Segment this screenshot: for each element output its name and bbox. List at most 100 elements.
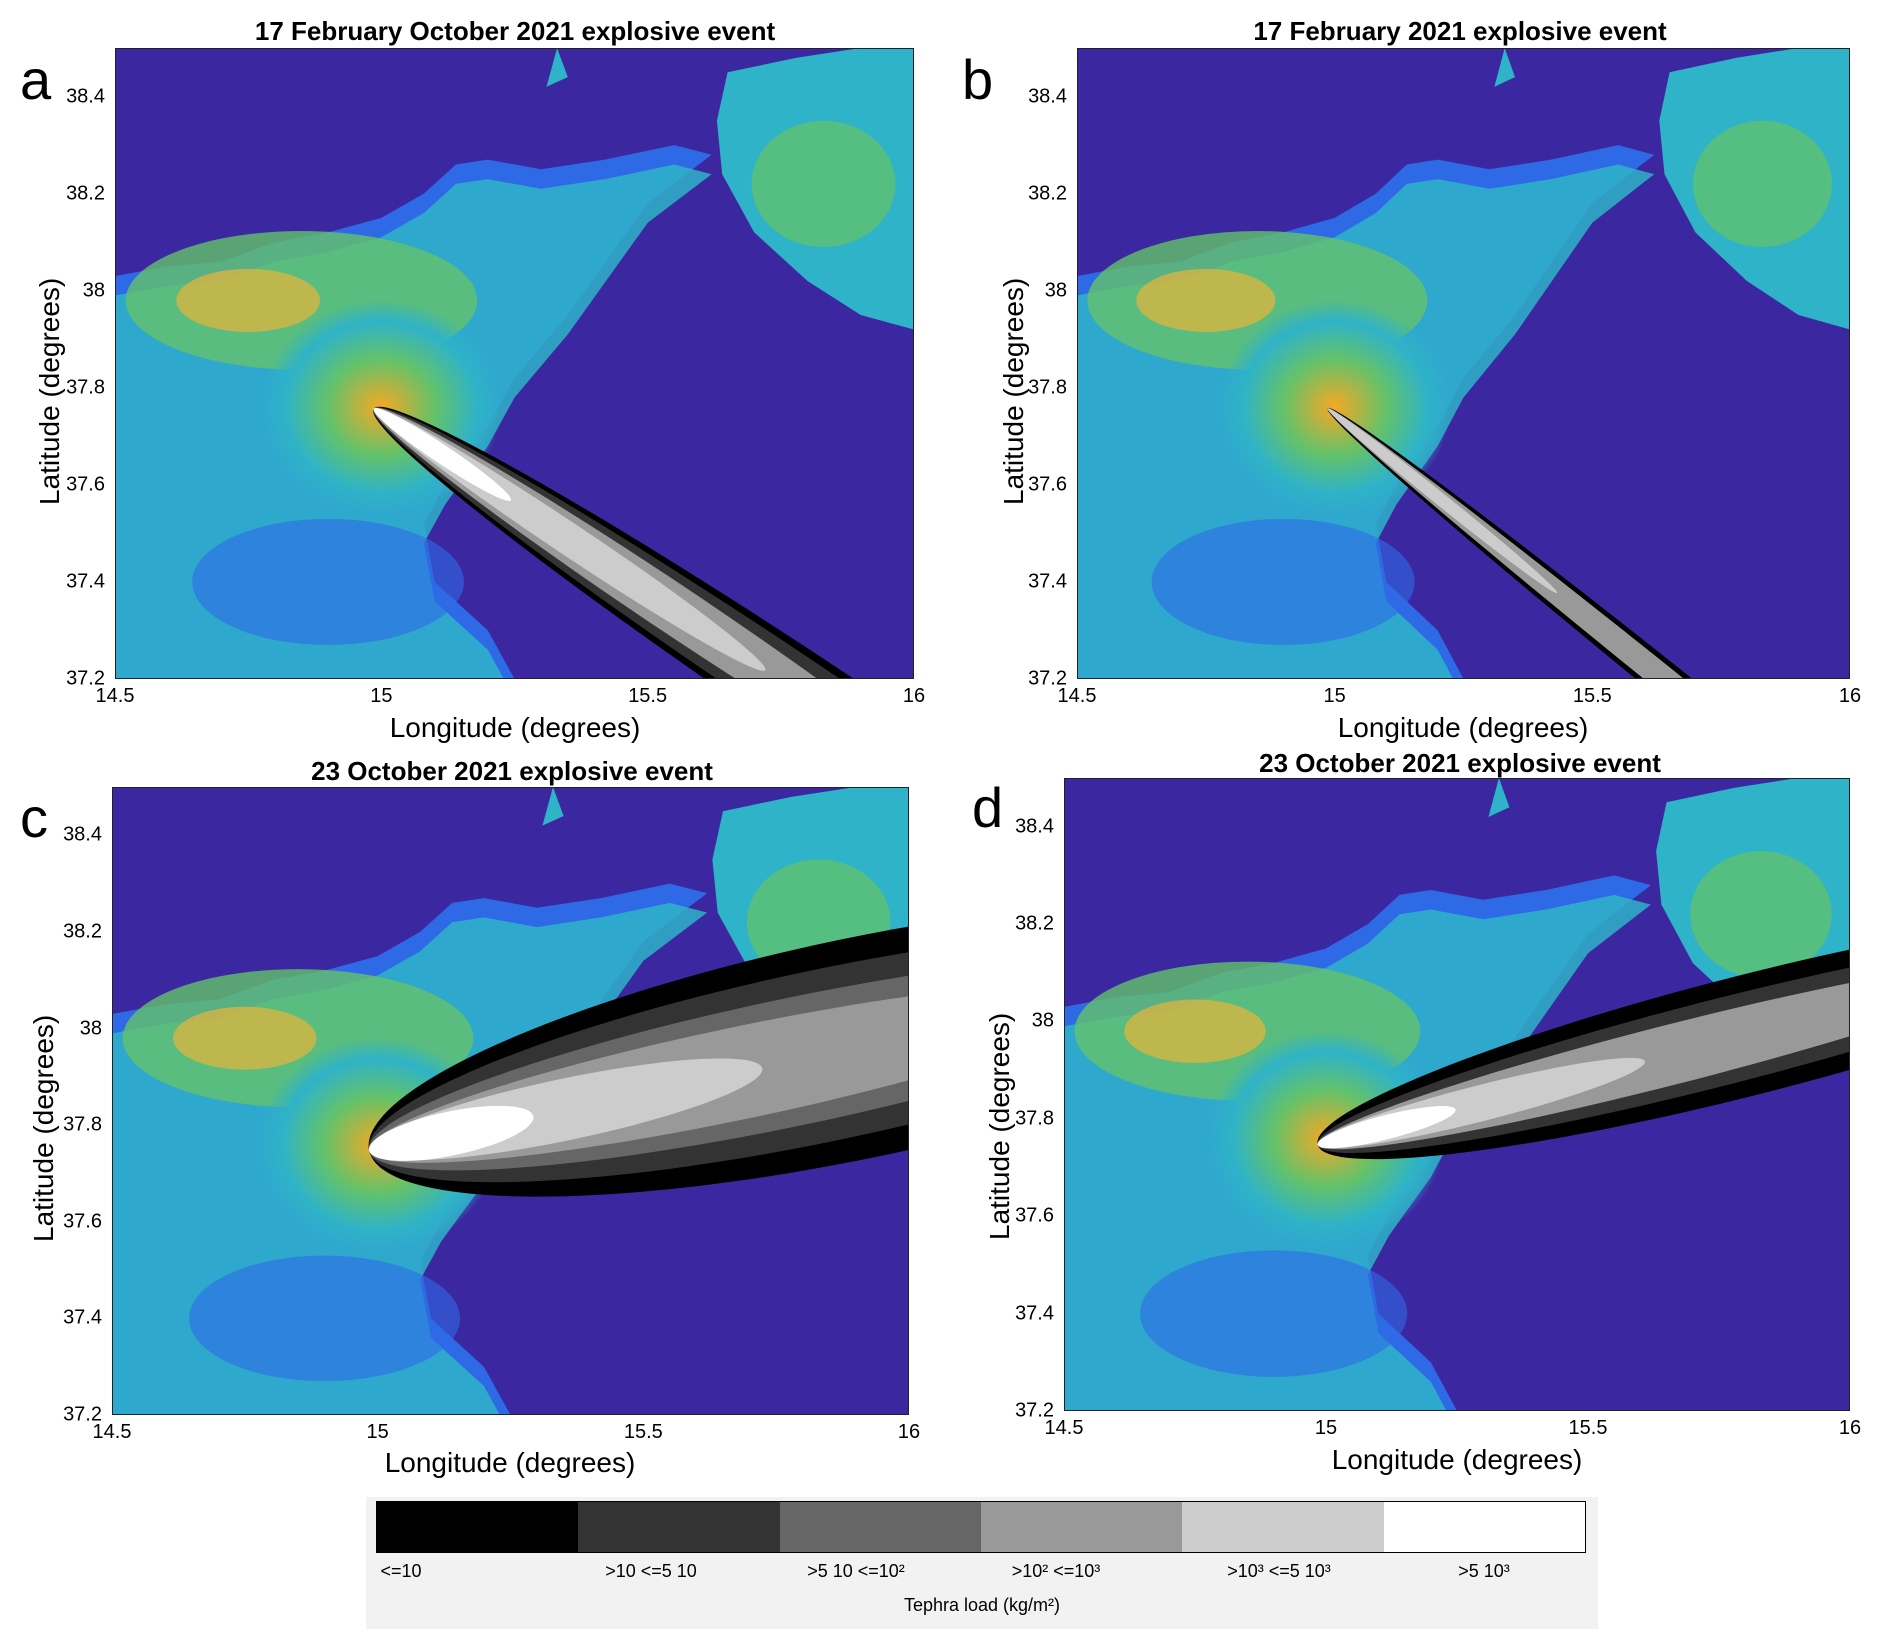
x-tick-label: 15 <box>1323 685 1346 707</box>
ridge-highland <box>1136 268 1276 332</box>
y-tick-label: 37.6 <box>1028 473 1067 496</box>
y-tick-label: 38.4 <box>66 85 105 108</box>
plume-zone-4 <box>1327 408 1558 594</box>
y-tick-label: 38.2 <box>1015 912 1054 935</box>
legend-title: Tephra load (kg/m²) <box>903 1595 1061 1615</box>
panel-title-b: 17 February 2021 explosive event <box>1253 16 1667 46</box>
x-axis-label-d: Longitude (degrees) <box>1331 1444 1583 1475</box>
x-tick-label: 16 <box>897 1421 921 1443</box>
y-tick-label: 37.4 <box>66 570 105 593</box>
island <box>1488 778 1510 817</box>
y-tick-label: 37.2 <box>63 1403 102 1426</box>
ridge-highland <box>176 268 321 332</box>
x-tick-label: 15.5 <box>623 1421 663 1443</box>
island <box>546 48 568 87</box>
axes-frame <box>1077 48 1850 679</box>
y-tick-label: 37.4 <box>1028 570 1067 593</box>
x-tick-label: 16 <box>902 685 926 707</box>
axes-frame <box>1064 778 1850 1411</box>
x-tick-label: 15 <box>366 1421 389 1443</box>
y-tick-label: 38 <box>1031 1009 1054 1032</box>
catania-plain <box>1151 518 1415 646</box>
legend-label-2: >10 <=5 10 <box>605 1561 697 1581</box>
plume-zone-5 <box>1317 1106 1456 1149</box>
x-tick-label: 15.5 <box>1568 1417 1608 1439</box>
x-tick-label: 15.5 <box>628 685 668 707</box>
x-tick-label: 14.5 <box>95 685 135 707</box>
x-tick-label: 16 <box>1838 1417 1862 1439</box>
panel-letter-b: b <box>962 48 994 111</box>
legend-swatch-2 <box>578 1502 780 1552</box>
x-axis-label-a: Longitude (degrees) <box>389 712 641 743</box>
legend-colorbar <box>376 1501 1586 1553</box>
legend-label-6: >5 10³ <box>1458 1561 1510 1581</box>
legend-swatch-5 <box>1182 1502 1384 1552</box>
legend-swatch-1 <box>377 1502 579 1552</box>
tephra-plume <box>1317 910 1850 1160</box>
x-tick-label: 15 <box>370 685 393 707</box>
legend-label-5: >10³ <=5 10³ <box>1227 1561 1331 1581</box>
catania-plain <box>1139 1250 1408 1377</box>
panel-title-c: 23 October 2021 explosive event <box>311 756 713 786</box>
legend-swatch-4 <box>980 1502 1183 1552</box>
y-tick-label: 37.6 <box>66 473 105 496</box>
y-tick-label: 37.4 <box>63 1306 102 1329</box>
y-tick-label: 37.2 <box>66 667 105 690</box>
x-tick-label: 15.5 <box>1572 685 1612 707</box>
y-tick-label: 37.2 <box>1028 667 1067 690</box>
axes-frame <box>112 787 909 1415</box>
x-tick-label: 14.5 <box>92 1421 132 1443</box>
y-tick-label: 37.6 <box>1015 1204 1054 1227</box>
map-b <box>1077 48 1850 679</box>
aspromonte-hills <box>1692 120 1832 248</box>
tephra-legend: <=10 >10 <=5 10 >5 10 <=10² >10² <=10³ >… <box>366 1497 1598 1629</box>
tephra-plume <box>1327 407 1850 679</box>
x-tick-label: 14.5 <box>1057 685 1097 707</box>
y-tick-label: 37.8 <box>66 376 105 399</box>
plume-zone-5 <box>373 408 512 501</box>
panel-letter-a: a <box>20 48 52 111</box>
legend-swatch-6 <box>1383 1502 1585 1552</box>
y-tick-label: 38.4 <box>63 823 102 846</box>
panel-title-a: 17 February October 2021 explosive event <box>254 16 776 46</box>
y-tick-label: 37.8 <box>63 1113 102 1136</box>
panel-letter-d: d <box>972 776 1004 839</box>
y-tick-label: 37.6 <box>63 1210 102 1233</box>
y-tick-label: 37.8 <box>1028 376 1067 399</box>
x-tick-label: 14.5 <box>1044 1417 1084 1439</box>
x-tick-label: 16 <box>1838 685 1862 707</box>
x-axis-label-b: Longitude (degrees) <box>1337 712 1589 743</box>
legend-label-3: >5 10 <=10² <box>807 1561 905 1581</box>
y-tick-label: 38 <box>82 279 105 302</box>
ridge-highland <box>173 1006 317 1070</box>
y-tick-label: 38 <box>1044 279 1067 302</box>
map-d <box>1064 778 1850 1411</box>
legend-swatch-3 <box>779 1502 981 1552</box>
tephra-plume <box>373 406 914 679</box>
plume-zone-5 <box>369 1105 534 1161</box>
tephra-plume <box>368 898 909 1197</box>
y-tick-label: 38.2 <box>1028 182 1067 205</box>
y-tick-label: 38.2 <box>66 182 105 205</box>
y-tick-label: 37.8 <box>1015 1107 1054 1130</box>
y-tick-label: 38 <box>79 1017 102 1040</box>
aspromonte-hills <box>751 120 896 248</box>
island <box>542 787 564 826</box>
map-c <box>112 787 909 1415</box>
axes-frame <box>115 48 914 679</box>
y-tick-label: 38.4 <box>1015 815 1054 838</box>
x-axis-label-c: Longitude (degrees) <box>384 1447 636 1478</box>
island <box>1494 48 1515 87</box>
catania-plain <box>192 518 464 646</box>
map-a <box>115 48 914 679</box>
y-tick-label: 38.4 <box>1028 85 1067 108</box>
aspromonte-hills <box>1690 851 1832 978</box>
legend-label-4: >10² <=10³ <box>1011 1561 1101 1581</box>
y-tick-label: 37.2 <box>1015 1399 1054 1422</box>
ridge-highland <box>1124 999 1266 1063</box>
legend-label-1: <=10 <box>380 1561 422 1581</box>
y-tick-label: 37.4 <box>1015 1302 1054 1325</box>
panel-letter-c: c <box>20 786 48 849</box>
panel-title-d: 23 October 2021 explosive event <box>1259 748 1661 778</box>
x-tick-label: 15 <box>1314 1417 1338 1439</box>
